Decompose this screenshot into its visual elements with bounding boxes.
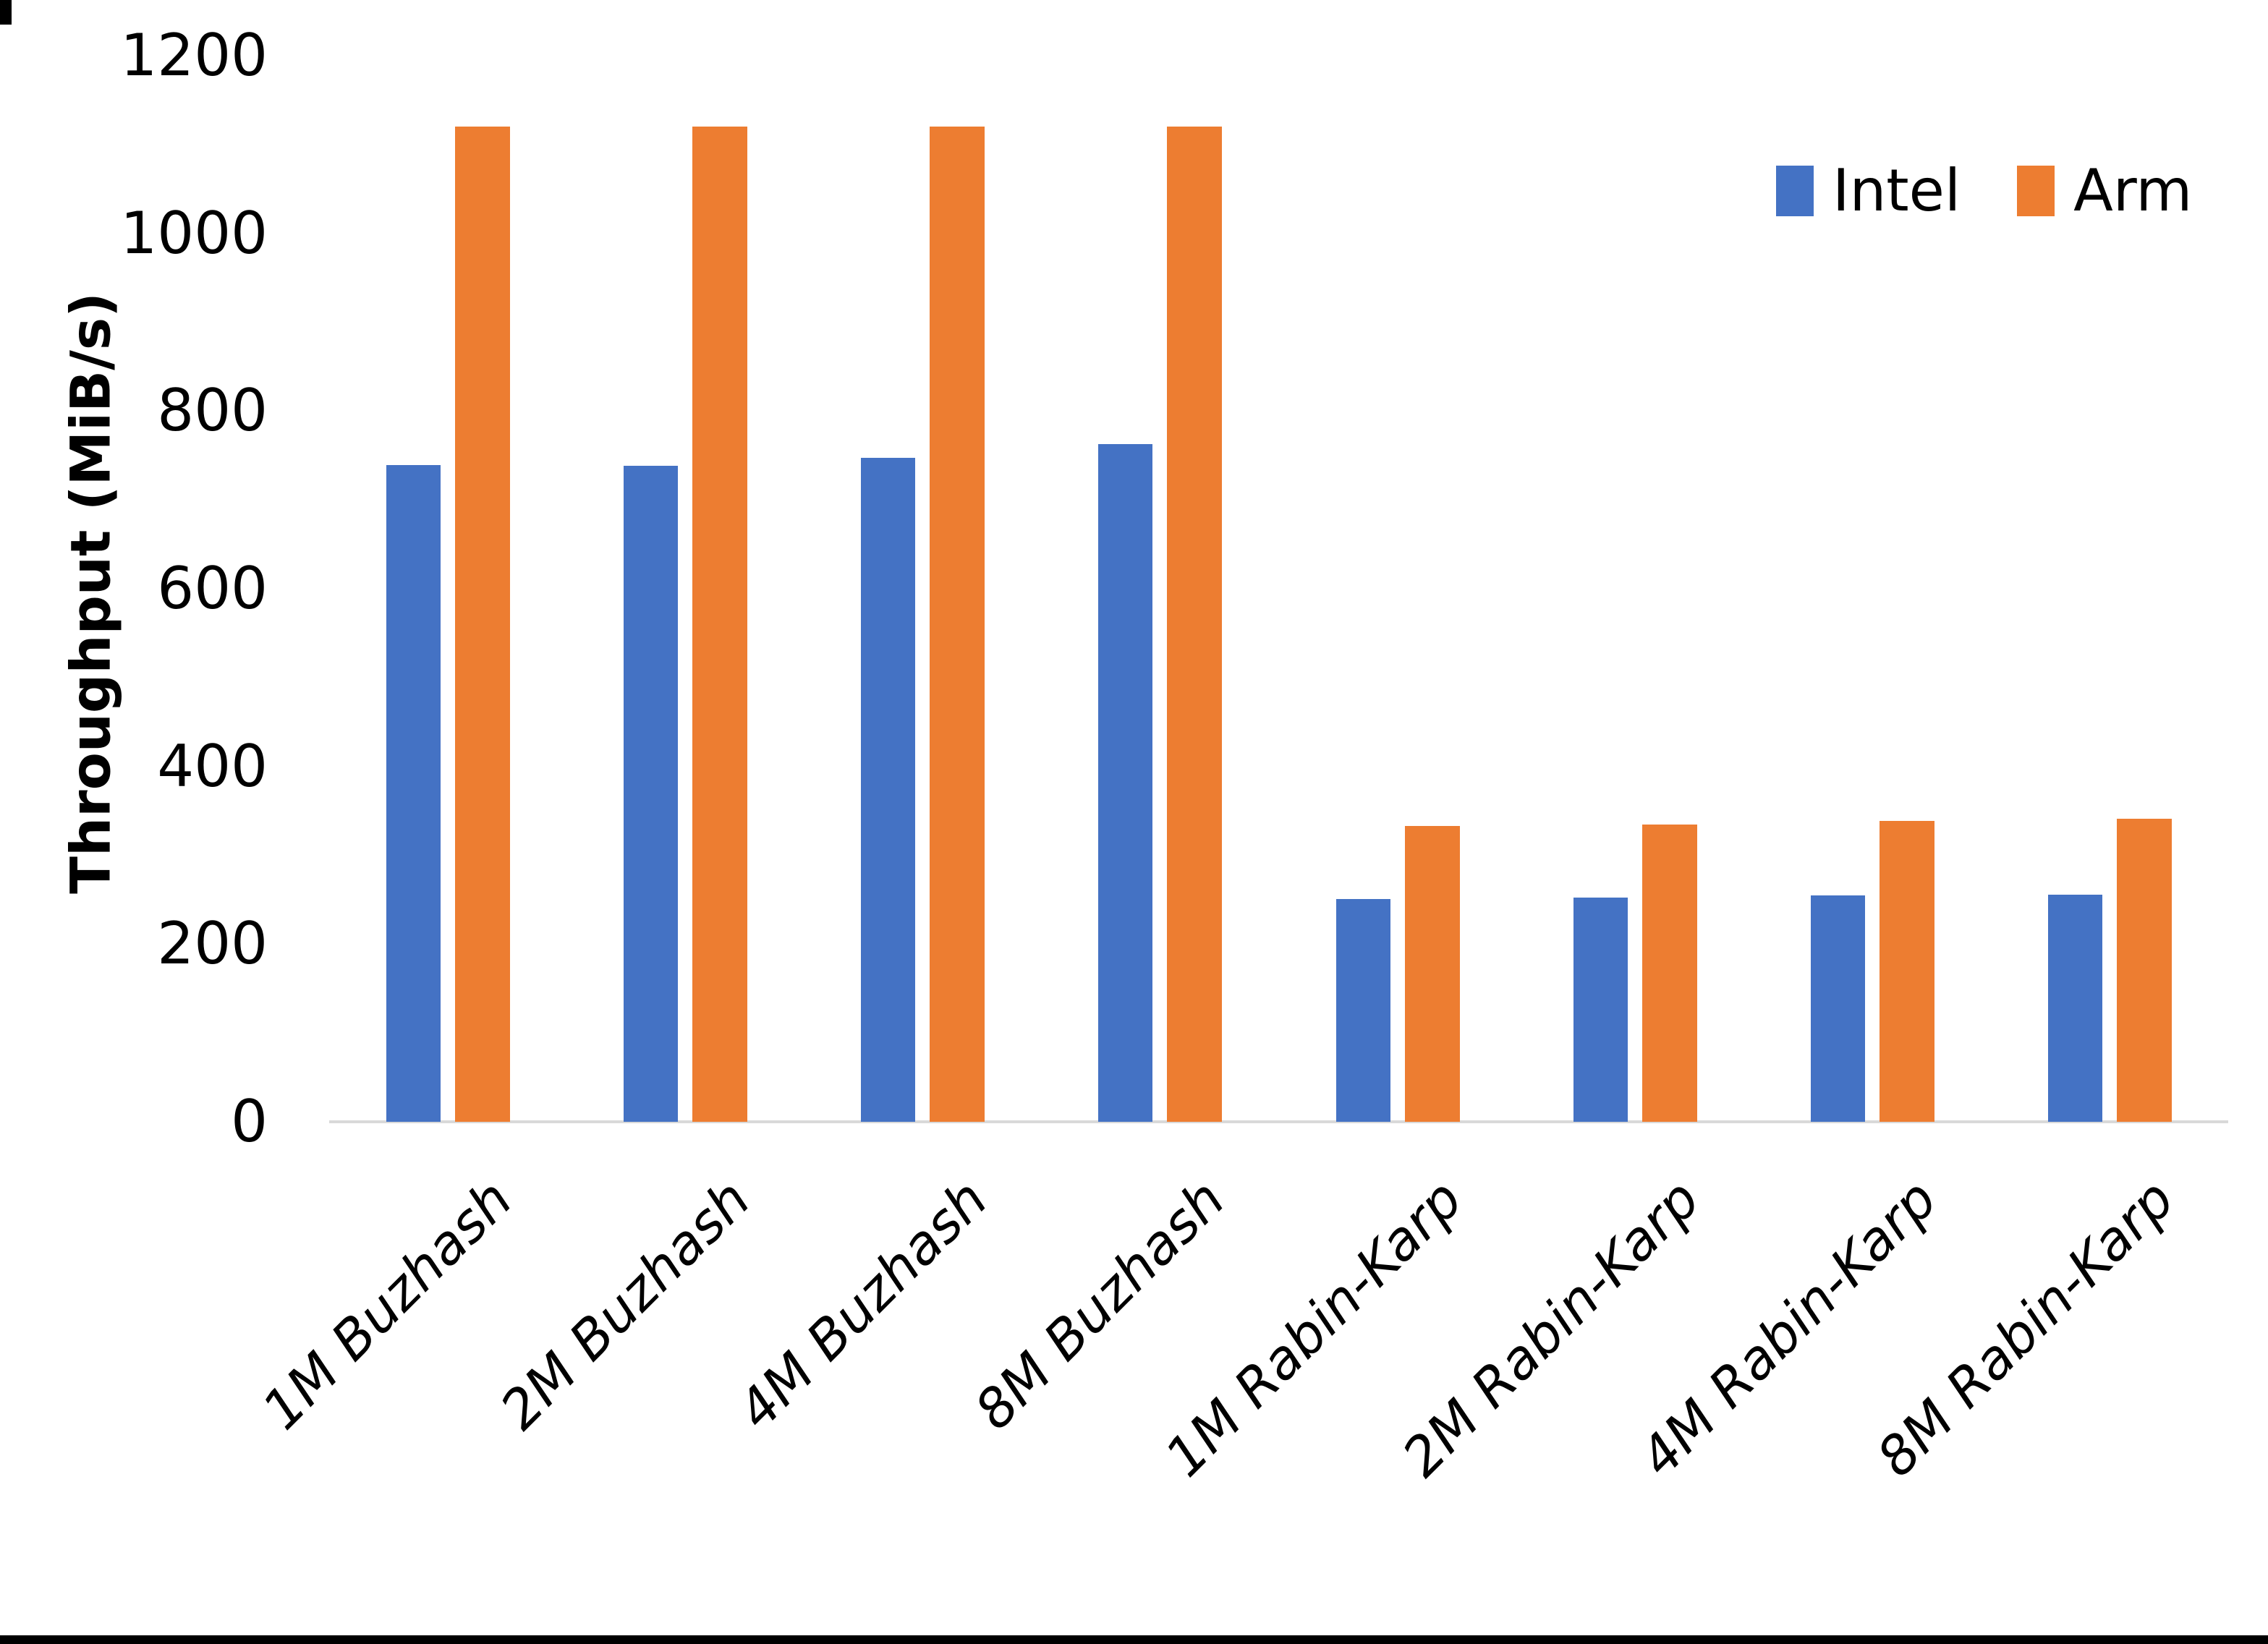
y-tick-600: 600 bbox=[157, 555, 268, 622]
y-tick-400: 400 bbox=[157, 732, 268, 800]
legend-label-intel: Intel bbox=[1832, 157, 1961, 224]
x-label-4m-buzhash: 4M Buzhash bbox=[726, 1168, 1000, 1442]
bar-arm-2m-rabin-karp bbox=[1641, 825, 1697, 1122]
intel-series-swatch-icon bbox=[1776, 166, 1814, 216]
bar-arm-8m-rabin-karp bbox=[2116, 819, 2172, 1122]
bar-intel-8m-rabin-karp bbox=[2047, 895, 2102, 1122]
y-tick-0: 0 bbox=[231, 1088, 268, 1155]
screen-corner-artifact bbox=[0, 0, 12, 25]
y-tick-200: 200 bbox=[157, 910, 268, 978]
bar-arm-1m-buzhash bbox=[455, 127, 511, 1122]
bar-arm-8m-buzhash bbox=[1167, 127, 1223, 1122]
bar-intel-1m-rabin-karp bbox=[1335, 899, 1390, 1122]
bar-intel-4m-rabin-karp bbox=[1810, 895, 1865, 1122]
bar-arm-4m-rabin-karp bbox=[1879, 821, 1934, 1122]
screen-bottom-edge bbox=[0, 1635, 2268, 1644]
bar-arm-2m-buzhash bbox=[692, 127, 748, 1122]
legend-entry-arm: Arm bbox=[2017, 161, 2192, 221]
legend: Intel Arm bbox=[1776, 161, 2192, 221]
bar-intel-1m-buzhash bbox=[386, 465, 441, 1122]
y-tick-1200: 1200 bbox=[120, 22, 268, 89]
x-label-1m-buzhash: 1M Buzhash bbox=[250, 1168, 524, 1442]
bar-intel-8m-buzhash bbox=[1098, 444, 1153, 1122]
x-label-2m-buzhash: 2M Buzhash bbox=[488, 1168, 762, 1442]
y-tick-1000: 1000 bbox=[120, 199, 268, 267]
x-axis-line bbox=[329, 1120, 2228, 1123]
legend-label-arm: Arm bbox=[2073, 157, 2193, 224]
bar-arm-4m-buzhash bbox=[930, 127, 985, 1122]
x-label-8m-buzhash: 8M Buzhash bbox=[963, 1168, 1237, 1442]
legend-entry-intel: Intel bbox=[1776, 161, 1961, 221]
bar-intel-2m-buzhash bbox=[624, 466, 679, 1122]
y-tick-800: 800 bbox=[157, 377, 268, 445]
bar-intel-4m-buzhash bbox=[861, 458, 916, 1122]
bar-arm-1m-rabin-karp bbox=[1404, 826, 1460, 1122]
bar-intel-2m-rabin-karp bbox=[1573, 898, 1628, 1122]
arm-series-swatch-icon bbox=[2017, 166, 2055, 216]
